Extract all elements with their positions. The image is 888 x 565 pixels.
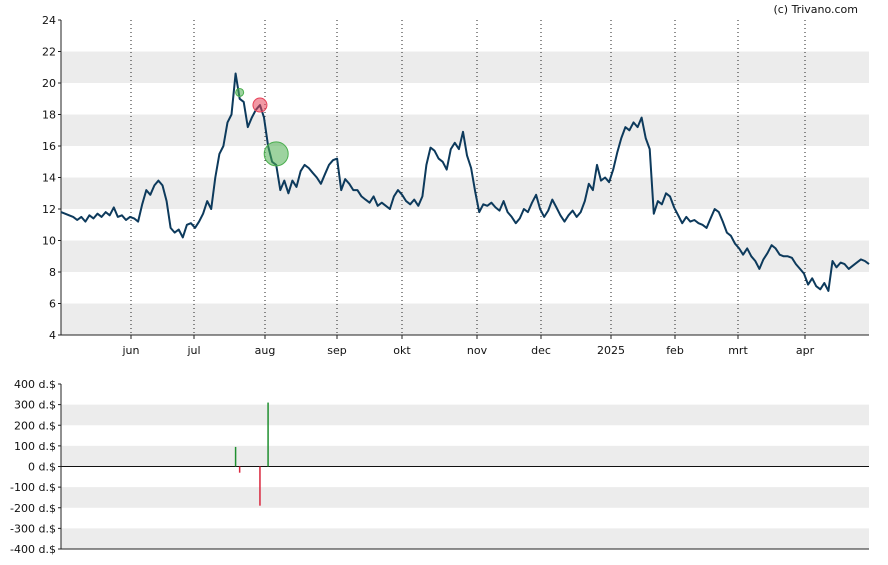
y-tick-label: -400 d.$ (10, 543, 56, 556)
grid-band (61, 51, 869, 83)
x-tick-label: jul (186, 344, 200, 357)
y-tick-label: 100 d.$ (14, 440, 56, 453)
grid-band (61, 177, 869, 209)
x-tick-label: sep (327, 344, 346, 357)
x-tick-label: dec (531, 344, 551, 357)
y-tick-label: 24 (42, 14, 56, 27)
x-tick-label: apr (796, 344, 815, 357)
y-tick-label: 6 (49, 298, 56, 311)
y-tick-label: -100 d.$ (10, 481, 56, 494)
y-tick-label: 300 d.$ (14, 399, 56, 412)
y-tick-label: 200 d.$ (14, 419, 56, 432)
y-tick-label: 8 (49, 266, 56, 279)
y-tick-label: 10 (42, 235, 56, 248)
price-line (60, 72, 870, 292)
grid-band (61, 528, 869, 549)
price-panel: jun jul aug sep okt nov dec 2025 feb mrt apr 4 6 8 10 1… (42, 14, 870, 357)
x-tick-label: nov (467, 344, 488, 357)
sell-marker (252, 97, 268, 113)
y-tick-label: -200 d.$ (10, 502, 56, 515)
grid-band (61, 303, 869, 335)
x-tick-label: okt (393, 344, 411, 357)
y-tick-label: 0 d.$ (28, 461, 56, 474)
x-tick-label: jun (122, 344, 140, 357)
grid-band (61, 240, 869, 272)
grid-band (61, 404, 869, 426)
x-tick-label: 2025 (597, 344, 625, 357)
y-tick-label: 14 (42, 172, 56, 185)
y-tick-label: 12 (42, 203, 56, 216)
y-tick-label: 16 (42, 140, 56, 153)
buy-marker (263, 141, 289, 167)
x-tick-label: mrt (728, 344, 748, 357)
y-tick-label: 400 d.$ (14, 378, 56, 391)
volume-panel: -400 d.$ -300 d.$ -200 d.$ -100 d.$ 0 d.$ 100… (10, 378, 869, 556)
buy-marker (235, 87, 245, 97)
y-tick-label: -300 d.$ (10, 522, 56, 535)
y-tick-label: 22 (42, 46, 56, 59)
x-tick-label: aug (255, 344, 276, 357)
y-tick-label: 18 (42, 109, 56, 122)
y-tick-label: 4 (49, 329, 56, 342)
x-tick-label: feb (666, 344, 684, 357)
y-tick-label: 20 (42, 77, 56, 90)
grid-band (61, 445, 869, 467)
grid-band (61, 487, 869, 508)
credit-label: (c) Trivano.com (773, 3, 858, 16)
